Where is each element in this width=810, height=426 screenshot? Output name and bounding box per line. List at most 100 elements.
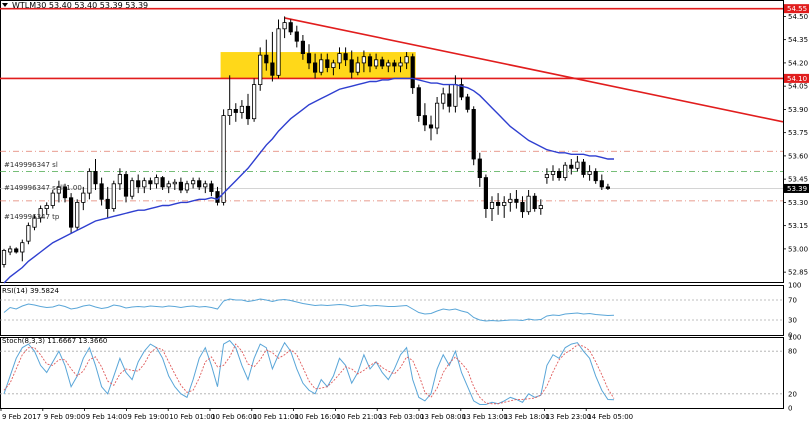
candle-body [428,124,434,129]
candle [532,193,537,212]
time-tick-label: 9 Feb 19:00 [127,413,168,421]
candle-body [99,183,104,200]
candle-body [111,183,116,210]
candle [123,171,129,203]
candle-body [251,84,257,120]
candle [471,106,476,166]
candle-body [434,102,440,129]
candle [325,53,330,73]
candle-body [190,180,196,185]
candle [245,93,251,125]
candle-body [422,115,428,126]
candle-body [184,183,190,191]
candle [38,205,43,223]
stoch-signal-line [3,343,615,405]
rsi-panel-frame [0,285,784,336]
candle [264,39,269,71]
candle [99,177,104,206]
candle-body [38,208,43,219]
symbol-dropdown-icon[interactable] [2,3,8,7]
candle [32,214,37,231]
candle [62,183,68,203]
candle-body [386,62,391,67]
price-tick-label: 53.00 [788,245,808,253]
candle-body [93,170,98,185]
candle-body [50,192,55,206]
candle-body [123,174,129,197]
candle [386,59,391,73]
candle [544,168,550,184]
candle [569,159,574,175]
trendline[interactable] [284,17,784,123]
candle-body [44,205,49,209]
candle [459,78,464,101]
candle-body [502,201,507,206]
time-tick-label: 13 Feb 13:00 [462,413,508,421]
candle [294,25,299,48]
candle-body [569,164,574,169]
candle [239,100,244,119]
candle-body [221,115,226,203]
candle-body [20,242,25,253]
candle [422,103,428,132]
candle [581,159,586,178]
candle [392,59,397,73]
candle-body [526,195,531,213]
candle [178,177,183,194]
support-price-tag-bg [784,73,809,83]
candle [349,50,354,79]
candle [575,155,580,172]
candle-body [81,192,86,203]
time-tick-label: 13 Feb 08:00 [420,413,466,421]
candle [319,53,324,76]
candle [154,174,159,189]
candle-body [514,198,519,203]
candle [312,53,318,79]
candle-body [538,205,543,209]
price-tick-label: 53.60 [788,152,808,160]
candle-body [404,56,409,64]
candle-body [587,170,592,175]
candle [441,87,446,110]
candle [105,186,110,218]
candle [361,50,367,73]
stoch-tick-label: 20 [788,390,797,398]
candle-body [380,59,385,67]
time-tick-label: 10 Feb 01:00 [169,413,215,421]
candle-body [69,197,74,228]
candle [453,75,458,113]
candle-body [392,62,397,67]
candle-body [209,183,214,192]
candle-body [581,161,586,175]
time-tick-label: 14 Feb 05:00 [587,413,633,421]
candle [56,180,62,203]
candle [447,84,452,113]
candle-body [361,56,367,64]
stoch-tick-label: 0 [788,405,792,413]
candle [380,56,385,70]
stoch-title: Stoch(8,3,3) 11.6667 13.3660 [2,337,107,345]
candle-body [258,54,263,86]
candle [20,239,25,262]
candle [26,222,31,245]
candle-body [459,84,464,98]
order-label-tp: #149996347 tp [4,213,60,221]
candle [215,186,220,206]
candle-body [105,198,110,210]
candle [1,248,7,268]
candle-body [239,105,244,113]
candle [197,177,202,190]
stoch-tick-label: 80 [788,348,797,356]
candle [593,168,598,184]
candle-body [306,53,312,64]
candle-body [197,180,202,188]
candle [538,199,543,215]
candle [288,19,293,35]
candle-body [465,96,470,110]
candle [209,180,214,197]
candle-body [136,180,141,188]
order-label-sl: #149996347 sl [4,161,58,169]
candle [203,180,208,194]
